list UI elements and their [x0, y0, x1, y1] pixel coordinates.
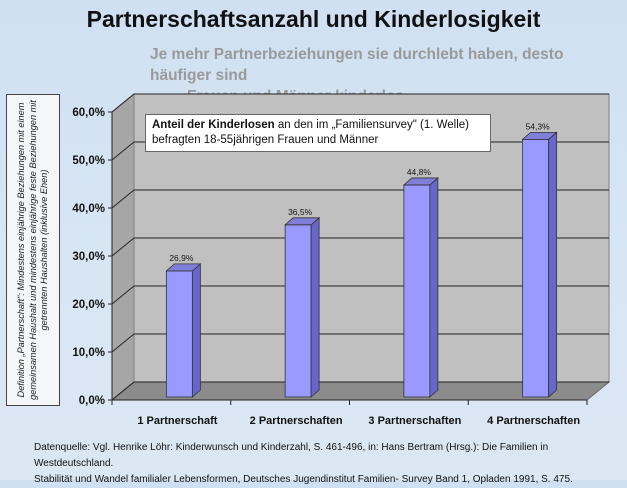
value-label: 44,8% [407, 167, 432, 177]
x-tick-label: 4 Partnerschaften [487, 415, 580, 427]
gridline-depth [111, 333, 135, 353]
definition-note-box: Definition „Partnerschaft": Mindestens e… [6, 94, 60, 406]
y-tick-label: 10,0% [72, 347, 105, 359]
gridline-depth [111, 381, 135, 401]
y-tick-label: 0,0% [79, 395, 105, 407]
gridline-depth [111, 237, 135, 257]
bar-side [191, 262, 201, 398]
bar-top [284, 217, 321, 226]
legend-text: an den im „Familiensurvey" (1. Welle) be… [152, 119, 470, 146]
subtitle-line-1: Je mehr Partnerbeziehungen sie durchlebt… [150, 46, 564, 84]
gridline-depth [111, 141, 135, 161]
source-line-1: Datenquelle: Vgl. Henrike Löhr: Kinderwu… [34, 442, 549, 469]
source-note: Datenquelle: Vgl. Henrike Löhr: Kinderwu… [34, 440, 624, 488]
y-tick-label: 60,0% [72, 107, 105, 119]
bar [165, 270, 193, 398]
x-tick-label: 2 Partnerschaften [250, 415, 343, 427]
y-tick-label: 20,0% [72, 299, 105, 311]
bar-top [521, 131, 558, 140]
legend-bold-text: Anteil der Kinderlosen [152, 119, 275, 131]
bar-side [548, 131, 558, 398]
gridline-depth [111, 189, 135, 209]
source-line-2: Stabilität und Wandel familialer Lebensf… [34, 474, 573, 485]
gridline-depth [111, 93, 135, 113]
bar [284, 224, 312, 398]
value-label: 54,3% [526, 121, 551, 131]
gridline-depth [111, 285, 135, 305]
bar-top [402, 177, 439, 186]
y-tick-label: 30,0% [72, 251, 105, 263]
plot-area: 0,0% 10,0% 20,0% 30,0% 40,0% 50,0% 60,0% 26,9% 1… [72, 92, 611, 427]
bar [403, 184, 431, 398]
bar [522, 138, 550, 398]
bar-top [165, 263, 202, 272]
x-tick-label: 3 Partnerschaften [368, 415, 461, 427]
bar-side [310, 216, 320, 398]
y-tick-label: 40,0% [72, 203, 105, 215]
bar-side [429, 177, 439, 398]
chart-title: Partnerschaftsanzahl und Kinderlosigkeit [86, 6, 541, 32]
x-tick-label: 1 Partnerschaft [137, 415, 217, 427]
y-tick-label: 50,0% [72, 155, 105, 167]
chart-legend-box: Anteil der Kinderlosen an den im „Famili… [145, 114, 491, 152]
value-label: 26,9% [169, 253, 194, 263]
value-label: 36,5% [288, 207, 313, 217]
